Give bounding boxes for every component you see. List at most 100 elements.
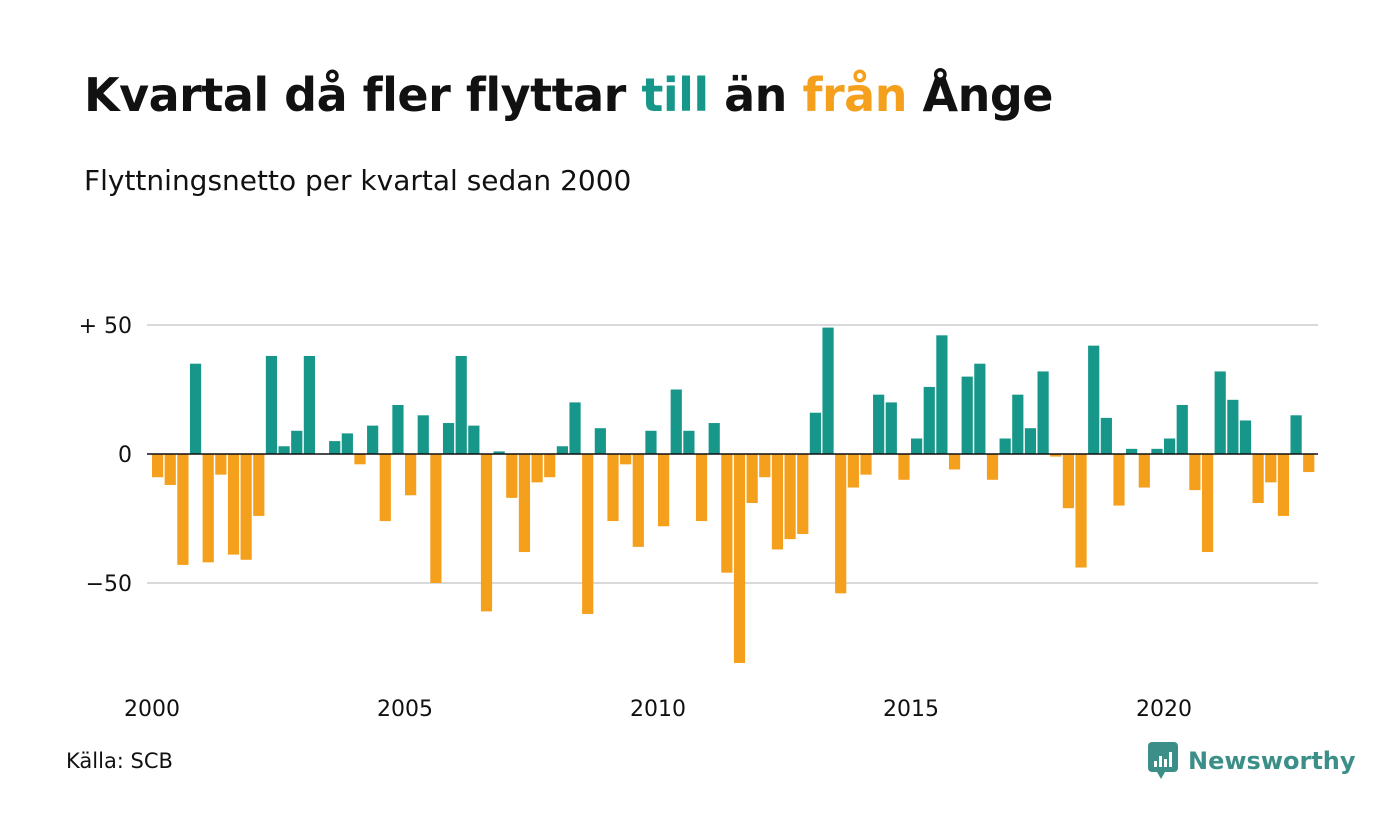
- bar-negative: [544, 454, 556, 478]
- bar-positive: [291, 430, 303, 454]
- bar-positive: [1088, 345, 1100, 454]
- y-axis-ticks: + 50 0 −50: [79, 314, 132, 597]
- grid-lines: [147, 324, 1318, 584]
- bar-positive: [468, 425, 480, 454]
- bar-negative: [379, 454, 391, 522]
- bar-negative: [227, 454, 240, 555]
- bar-positive: [329, 441, 341, 454]
- bar-positive: [873, 394, 885, 454]
- bar-negative: [518, 454, 531, 553]
- brand-name: Newsworthy: [1188, 747, 1356, 775]
- chart-title: Kvartal då fler flyttar till än från Ång…: [84, 68, 1053, 122]
- bar-negative: [784, 454, 796, 540]
- bar-positive: [1012, 394, 1024, 454]
- chart-subtitle: Flyttningsnetto per kvartal sedan 2000: [84, 164, 632, 197]
- bar-positive: [822, 327, 834, 454]
- bar-positive: [417, 415, 429, 454]
- bar-negative: [746, 454, 758, 504]
- bar-positive: [911, 438, 923, 454]
- x-tick-label: 2010: [630, 697, 686, 722]
- bar-positive: [442, 423, 455, 454]
- title-highlight-positive: till: [641, 68, 709, 122]
- bar-positive: [569, 402, 581, 454]
- bar-positive: [1290, 415, 1302, 454]
- bar-negative: [1201, 454, 1214, 553]
- bar-negative: [620, 454, 632, 465]
- bar-negative: [430, 454, 442, 583]
- bar-negative: [1265, 454, 1277, 483]
- bar-negative: [898, 454, 910, 480]
- bar-negative: [695, 454, 708, 522]
- x-axis-ticks: 2000 2005 2010 2015 2020: [124, 697, 1192, 722]
- bar-negative: [253, 454, 265, 516]
- bar-negative: [152, 454, 164, 478]
- bar-positive: [455, 355, 467, 454]
- title-part-1: Kvartal då fler flyttar: [84, 68, 642, 122]
- bar-negative: [797, 454, 809, 534]
- brand-logo: Newsworthy: [1148, 742, 1356, 780]
- bar-positive: [594, 428, 606, 454]
- bar-positive: [923, 386, 935, 454]
- bar-positive: [1214, 371, 1226, 454]
- bar-positive: [999, 438, 1011, 454]
- bar-negative: [607, 454, 619, 522]
- bar-positive: [303, 355, 315, 454]
- bar-negative: [1062, 454, 1074, 509]
- bar-positive: [936, 335, 948, 454]
- bar-positive: [1239, 420, 1252, 454]
- y-tick-label: 0: [118, 443, 132, 468]
- bar-positive: [1024, 428, 1037, 454]
- bar-positive: [974, 363, 986, 454]
- bar-positive: [809, 412, 821, 454]
- bar-negative: [480, 454, 493, 612]
- bar-negative: [1189, 454, 1201, 491]
- bar-negative: [860, 454, 872, 475]
- bar-negative: [215, 454, 227, 475]
- bar-positive: [392, 404, 404, 454]
- bar-positive: [556, 446, 568, 454]
- bar-positive: [645, 430, 657, 454]
- bar-negative: [1277, 454, 1290, 516]
- bar-negative: [354, 454, 366, 465]
- bar-negative: [164, 454, 176, 485]
- bar-positive: [265, 355, 278, 454]
- source-note: Källa: SCB: [66, 749, 173, 773]
- x-tick-label: 2005: [377, 697, 433, 722]
- bar-positive: [708, 423, 720, 454]
- bar-positive: [683, 430, 695, 454]
- bar-negative: [1138, 454, 1150, 488]
- newsworthy-logo-icon: [1148, 742, 1178, 779]
- title-part-2: än: [708, 68, 803, 122]
- bar-positive: [189, 363, 202, 454]
- bar-positive: [885, 402, 897, 454]
- bar-negative: [177, 454, 189, 565]
- y-tick-label: + 50: [79, 314, 132, 339]
- bar-negative: [948, 454, 961, 470]
- bar-positive: [1151, 448, 1163, 454]
- bar-positive: [493, 451, 505, 454]
- y-tick-label: −50: [86, 572, 132, 597]
- bar-negative: [405, 454, 417, 496]
- bar-negative: [733, 454, 746, 663]
- bar-positive: [1037, 371, 1049, 454]
- bar-negative: [847, 454, 859, 488]
- title-highlight-negative: från: [802, 68, 907, 122]
- bar-negative: [721, 454, 733, 573]
- bar-negative: [506, 454, 518, 498]
- bar-positive: [670, 389, 682, 454]
- bar-negative: [1113, 454, 1125, 506]
- bar-negative: [986, 454, 999, 480]
- x-tick-label: 2020: [1136, 697, 1192, 722]
- bar-positive: [341, 433, 353, 454]
- bar-negative: [202, 454, 214, 563]
- bar-series: [152, 327, 1315, 663]
- bar-positive: [278, 446, 290, 454]
- bar-positive: [1176, 404, 1188, 454]
- title-part-3: Ånge: [906, 68, 1053, 122]
- bar-negative: [531, 454, 543, 483]
- bar-negative: [771, 454, 784, 550]
- bar-negative: [240, 454, 252, 560]
- bar-positive: [961, 376, 973, 454]
